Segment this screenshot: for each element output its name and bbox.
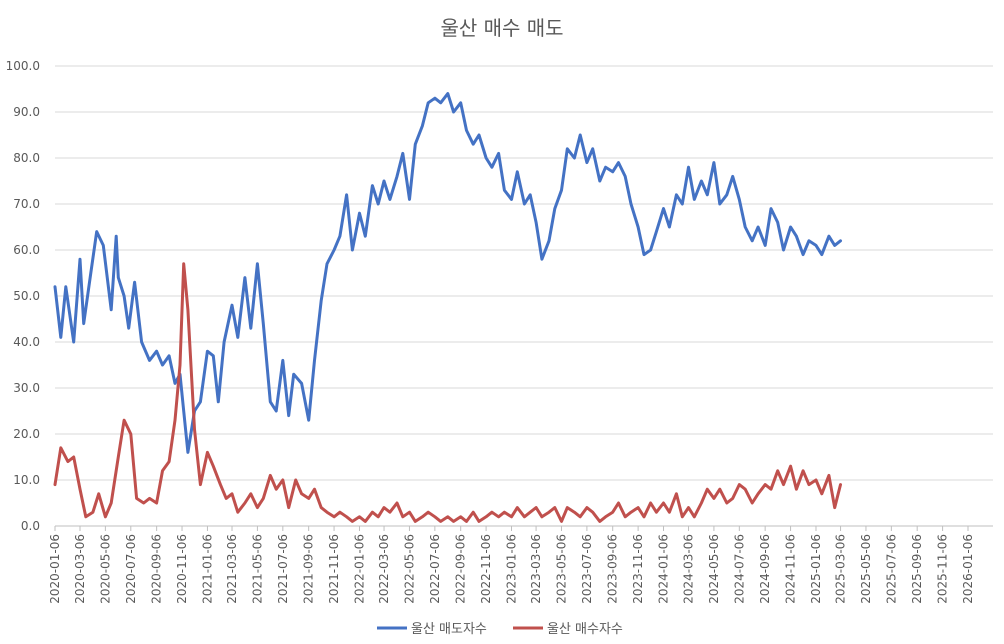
y-tick-label: 10.0 — [13, 473, 40, 487]
y-tick-label: 20.0 — [13, 427, 40, 441]
series-lines — [53, 92, 842, 523]
x-tick-label: 2026-01-06 — [961, 534, 975, 604]
x-tick-label: 2025-05-06 — [859, 534, 873, 604]
x-tick-label: 2020-05-06 — [98, 534, 112, 604]
x-tick-label: 2021-01-06 — [200, 534, 214, 604]
x-tick-label: 2023-03-06 — [529, 534, 543, 604]
x-tick-label: 2020-11-06 — [175, 534, 189, 604]
x-tick-label: 2025-03-06 — [834, 534, 848, 604]
gridlines — [55, 65, 993, 527]
legend-label-series-0: 울산 매도자수 — [411, 622, 487, 637]
y-tick-label: 100.0 — [6, 59, 40, 73]
x-tick-label: 2021-09-06 — [302, 534, 316, 604]
x-tick-label: 2025-09-06 — [910, 534, 924, 604]
x-tick-label: 2024-11-06 — [784, 534, 798, 604]
x-tick-label: 2022-11-06 — [479, 534, 493, 604]
x-tick-label: 2025-11-06 — [936, 534, 950, 604]
x-tick-label: 2023-09-06 — [606, 534, 620, 604]
x-tick-label: 2020-03-06 — [73, 534, 87, 604]
x-tick-label: 2021-05-06 — [250, 534, 264, 604]
x-tick-label: 2020-01-06 — [48, 534, 62, 604]
x-tick-label: 2022-09-06 — [454, 534, 468, 604]
y-tick-label: 60.0 — [13, 243, 40, 257]
y-tick-label: 90.0 — [13, 105, 40, 119]
series-line-1 — [53, 262, 842, 523]
x-tick-label: 2024-01-06 — [657, 534, 671, 604]
y-tick-label: 50.0 — [13, 289, 40, 303]
chart-title: 울산 매수 매도 — [440, 16, 564, 40]
legend: 울산 매도자수 울산 매수자수 — [377, 622, 623, 637]
y-tick-label: 40.0 — [13, 335, 40, 349]
series-line-0 — [53, 92, 842, 454]
x-tick-label: 2023-11-06 — [631, 534, 645, 604]
x-tick-label: 2022-03-06 — [377, 534, 391, 604]
y-tick-label: 0.0 — [21, 519, 40, 533]
x-tick-label: 2024-03-06 — [682, 534, 696, 604]
x-tick-label: 2020-09-06 — [150, 534, 164, 604]
x-axis-ticks: 2020-01-06 2020-03-06 2020-05-06 2020-07-06… — [48, 526, 975, 604]
x-tick-label: 2023-05-06 — [554, 534, 568, 604]
x-tick-label: 2024-07-06 — [732, 534, 746, 604]
y-tick-label: 70.0 — [13, 197, 40, 211]
x-tick-label: 2025-07-06 — [884, 534, 898, 604]
x-tick-label: 2021-03-06 — [225, 534, 239, 604]
y-tick-label: 30.0 — [13, 381, 40, 395]
x-tick-label: 2020-07-06 — [124, 534, 138, 604]
legend-label-series-1: 울산 매수자수 — [547, 622, 623, 637]
x-tick-label: 2022-05-06 — [402, 534, 416, 604]
x-tick-label: 2021-07-06 — [276, 534, 290, 604]
x-tick-label: 2025-01-06 — [809, 534, 823, 604]
x-tick-label: 2021-11-06 — [327, 534, 341, 604]
x-tick-label: 2022-07-06 — [428, 534, 442, 604]
y-tick-label: 80.0 — [13, 151, 40, 165]
x-tick-label: 2022-01-06 — [352, 534, 366, 604]
x-tick-label: 2024-09-06 — [758, 534, 772, 604]
x-tick-label: 2024-05-06 — [707, 534, 721, 604]
x-tick-label: 2023-01-06 — [505, 534, 519, 604]
x-tick-label: 2023-07-06 — [580, 534, 594, 604]
y-axis-ticks: 0.0 10.0 20.0 30.0 40.0 50.0 60.0 70.0 80.0 90.0 1… — [6, 59, 40, 533]
